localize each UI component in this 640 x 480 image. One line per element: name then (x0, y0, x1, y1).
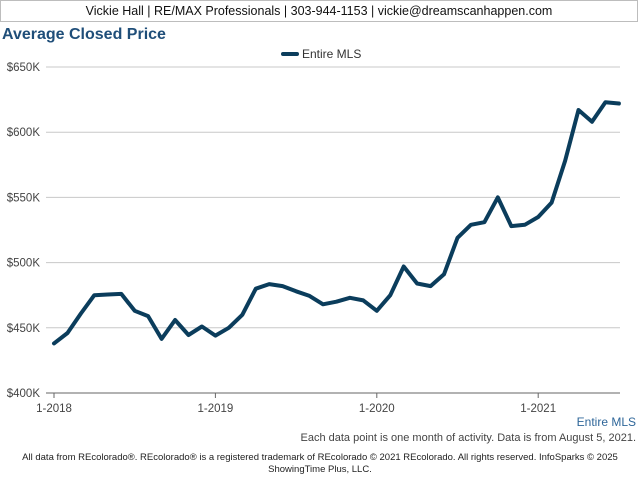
data-point (496, 195, 500, 199)
data-point (469, 223, 473, 227)
data-point (254, 287, 258, 291)
data-point (523, 223, 527, 227)
x-tick-label: 1-2020 (359, 403, 395, 415)
data-point (52, 341, 56, 346)
data-point (106, 292, 110, 297)
data-point (509, 224, 513, 228)
data-point (388, 293, 392, 297)
data-point (334, 300, 339, 304)
data-point (617, 101, 621, 106)
x-tick-label: 1-2019 (197, 403, 233, 415)
data-point (348, 296, 352, 300)
data-point (550, 201, 554, 205)
y-tick-label: $650K (7, 62, 41, 74)
footnote: Each data point is one month of activity… (300, 432, 636, 444)
data-point (186, 333, 191, 337)
y-tick-label: $600K (7, 127, 41, 139)
data-point (442, 272, 446, 276)
data-point (146, 314, 150, 318)
legend-entry: Entire MLS (302, 47, 361, 61)
chart-title: Average Closed Price (2, 26, 166, 43)
data-point (133, 309, 137, 313)
data-point (119, 292, 123, 296)
data-point (160, 337, 164, 341)
data-point (603, 100, 608, 104)
data-point (267, 282, 271, 286)
x-tick-label: 1-2018 (36, 403, 72, 415)
data-point (227, 326, 231, 330)
data-point (482, 220, 486, 224)
data-point (173, 318, 177, 322)
data-point (563, 159, 567, 163)
series-end-label: Entire MLS (577, 415, 636, 429)
data-point (79, 311, 83, 316)
data-point (294, 289, 298, 293)
data-point (307, 294, 312, 298)
y-tick-label: $400K (7, 388, 41, 400)
data-point (65, 331, 70, 335)
data-point (361, 298, 365, 303)
data-point (590, 120, 594, 124)
data-point (415, 281, 419, 286)
data-point (240, 313, 244, 317)
data-point (429, 284, 433, 288)
data-point (321, 302, 325, 306)
data-point (200, 324, 204, 329)
source-line-1: All data from REcolorado®. REcolorado® i… (22, 452, 618, 463)
data-point (92, 293, 96, 297)
data-point (536, 215, 540, 219)
series-line (52, 100, 621, 346)
data-point (576, 108, 581, 112)
contact-header-text: Vickie Hall | RE/MAX Professionals | 303… (85, 4, 553, 18)
data-point (213, 334, 217, 338)
data-point (402, 264, 406, 269)
x-tick-label: 1-2021 (520, 403, 556, 415)
contact-header: Vickie Hall | RE/MAX Professionals | 303… (0, 0, 638, 22)
y-tick-label: $550K (7, 192, 41, 204)
data-point (281, 284, 285, 288)
source-line-2: ShowingTime Plus, LLC. (268, 464, 372, 475)
source-attribution: All data from REcolorado®. REcolorado® i… (0, 452, 640, 476)
y-tick-label: $450K (7, 323, 41, 335)
y-tick-label: $500K (7, 258, 41, 270)
data-point (375, 309, 379, 313)
data-point (455, 236, 460, 240)
